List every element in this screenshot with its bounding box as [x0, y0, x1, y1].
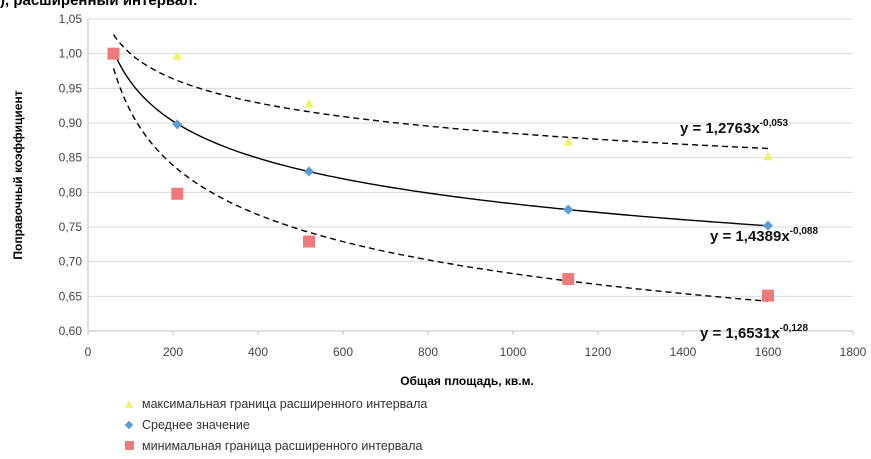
point-min: [171, 187, 184, 200]
y-tick-label: 0,75: [59, 220, 83, 234]
x-axis-label: Общая площадь, кв.м.: [400, 374, 534, 388]
point-max: [563, 136, 573, 146]
legend-item-mean: Среднее значение: [122, 414, 427, 435]
point-max: [172, 50, 182, 60]
point-max: [763, 151, 773, 161]
x-tick-label: 600: [333, 345, 353, 359]
grid-lines: [88, 18, 853, 297]
x-tick-label: 1200: [585, 345, 612, 359]
trendlines: [112, 34, 769, 302]
page-title-fragment: ), расширенный интервал:: [0, 0, 198, 9]
trendline-equations: y = 1,2763x-0,053 y = 1,4389x-0,088 y = 1,…: [680, 118, 818, 342]
equation-label: y = 1,2763x-0,053: [680, 118, 788, 137]
y-tick-label: 0,65: [59, 289, 83, 303]
trendline-2: [112, 68, 769, 302]
axes: [87, 19, 854, 335]
legend-label-min: минимальная граница расширенного интерва…: [142, 438, 423, 453]
point-mean: [563, 204, 574, 215]
legend-item-min: минимальная граница расширенного интерва…: [122, 435, 427, 456]
y-tick-label: 0,80: [59, 185, 83, 199]
point-min: [107, 47, 120, 60]
x-tick-label: 200: [163, 345, 183, 359]
x-tick-label: 1600: [755, 345, 782, 359]
y-tick-label: 0,90: [59, 116, 83, 130]
y-tick-label: 0,95: [59, 81, 83, 95]
x-tick-label: 1800: [840, 345, 867, 359]
diamond-marker-icon: [122, 420, 136, 429]
y-tick-labels: 0,60 0,65 0,70 0,75 0,80 0,85 0,90 0,95 1,00 1,05: [59, 12, 83, 338]
x-tick-label: 800: [418, 345, 438, 359]
point-min: [562, 273, 575, 285]
legend-label-max: максимальная граница расширенного интерв…: [142, 396, 428, 411]
y-axis-label: Поправочный коэффициент: [11, 90, 25, 259]
point-min: [762, 289, 774, 302]
point-max: [304, 98, 314, 108]
trendline-0: [112, 34, 769, 150]
x-tick-label: 400: [248, 345, 268, 359]
y-tick-label: 1,05: [59, 12, 83, 26]
square-marker-icon: [122, 441, 136, 450]
equation-label: y = 1,6531x-0,128: [700, 323, 808, 342]
data-points: [107, 47, 774, 302]
point-mean: [304, 166, 314, 177]
legend-item-max: максимальная граница расширенного интерв…: [122, 393, 427, 414]
y-tick-label: 0,85: [59, 151, 83, 165]
y-tick-label: 0,70: [59, 255, 83, 269]
y-tick-label: 0,60: [59, 324, 83, 338]
point-mean: [172, 119, 183, 130]
scatter-chart: 0,60 0,65 0,70 0,75 0,80 0,85 0,90 0,95 1,00 1,05…: [11, 12, 867, 388]
legend-label-mean: Среднее значение: [142, 417, 250, 432]
legend: максимальная граница расширенного интерв…: [122, 393, 427, 456]
x-tick-labels: 0 200 400 600 800 1000 1200 1400 1600 1800: [85, 345, 867, 359]
x-tick-label: 1400: [670, 345, 697, 359]
equation-label: y = 1,4389x-0,088: [710, 226, 818, 245]
trendline-1: [112, 50, 769, 227]
point-min: [303, 235, 315, 248]
triangle-marker-icon: [122, 399, 136, 408]
x-tick-label: 1000: [500, 345, 527, 359]
x-tick-label: 0: [85, 345, 92, 359]
point-mean: [763, 220, 773, 231]
y-tick-label: 1,00: [59, 47, 83, 61]
